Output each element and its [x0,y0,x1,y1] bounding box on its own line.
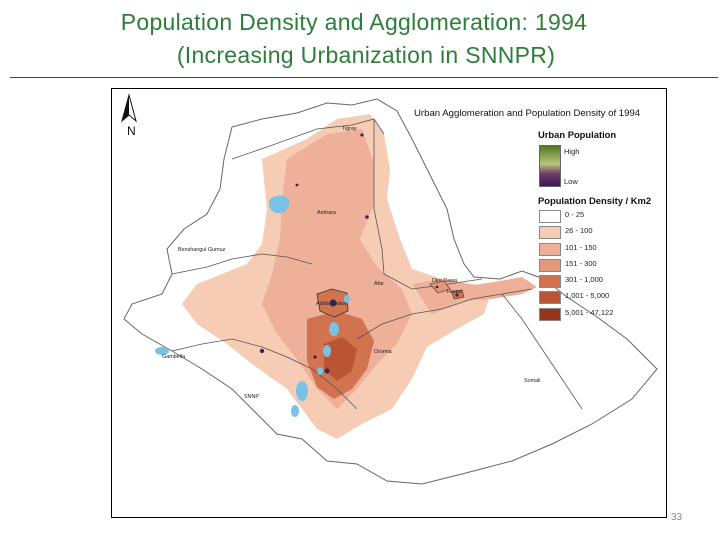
lake-langano [323,345,331,357]
urban-centers [259,133,459,374]
density-label: 101 - 150 [565,242,597,252]
lakes [155,195,350,417]
region-label-snnp: SNNP [244,394,259,400]
density-swatch [539,210,561,223]
lake-eastern [344,295,350,303]
slide-title: Population Density and Agglomeration: 19… [0,6,728,72]
density-label: 301 - 1,000 [565,275,603,285]
density-zone-highest [324,337,357,381]
region-label-addis-ababa: Addis Ababa [316,301,347,307]
title-divider [10,77,718,78]
page-number: 33 [671,512,683,523]
density-label: 26 - 100 [565,226,593,236]
urban-harar [455,293,459,297]
urban-southern [313,355,317,359]
urban-awasa [324,368,330,374]
region-label-gambella: Gambella [162,354,186,360]
density-swatch [539,242,561,256]
map-frame: N Urban Agglomeration and Population Den… [111,88,667,518]
density-label: 5,001 - 47,122 [565,307,614,317]
north-label: N [127,124,136,138]
urban-addis [329,299,337,307]
region-label-harari: Harari [447,289,462,295]
density-label: 1,001 - 5,000 [565,291,610,301]
region-label-somali: Somali [524,378,541,384]
lake-abaya [296,381,308,401]
map-title: Urban Agglomeration and Population Densi… [414,108,641,119]
lake-awasa [317,367,323,375]
north-arrow-icon [121,93,137,123]
region-borders [171,118,583,410]
north-arrow: N [118,93,140,138]
region-label-benshangul: Benshangul Gumuz [178,247,226,253]
urban-jimma [259,348,265,354]
region-label-dire-dawa: Dire Dawa [432,278,458,284]
density-swatch [539,291,561,305]
density-label: 0 - 25 [565,210,585,219]
density-layer [182,114,537,439]
density-swatch [539,226,561,240]
density-zone-mid [262,129,412,409]
region-label-amhara: Amhara [317,210,336,216]
urban-population-ramp [539,145,561,187]
lake-ziway [329,322,339,336]
urban-mekele [360,133,364,137]
slide-title-line1: Population Density and Agglomeration: 19… [120,9,588,35]
region-label-oromia: Oromia [374,349,392,355]
legend-density-title: Population Density / Km2 [538,195,652,206]
ramp-high-label: High [564,147,580,156]
density-label: 151 - 300 [565,258,597,268]
dire-dawa-boundary [429,280,451,294]
lake-chamo [291,405,299,417]
region-label-tigray: Tigray [342,126,357,132]
ramp-low-label: Low [564,177,578,186]
density-swatch [539,275,561,289]
density-swatch [539,307,561,321]
density-swatch [539,258,561,272]
urban-dessie [365,215,369,219]
lake-gambella-pond [155,347,169,355]
legend-urban-title: Urban Population [538,129,617,140]
slide-title-line2: (Increasing Urbanization in SNNPR) [176,42,556,68]
urban-dire-dawa [435,285,439,289]
urban-gondar [295,183,299,187]
map-legend: Urban Population High Low Population Den… [538,129,663,321]
region-label-afar: Afar [374,281,384,287]
lake-tana [268,195,290,214]
ethiopia-density-map [123,98,658,485]
